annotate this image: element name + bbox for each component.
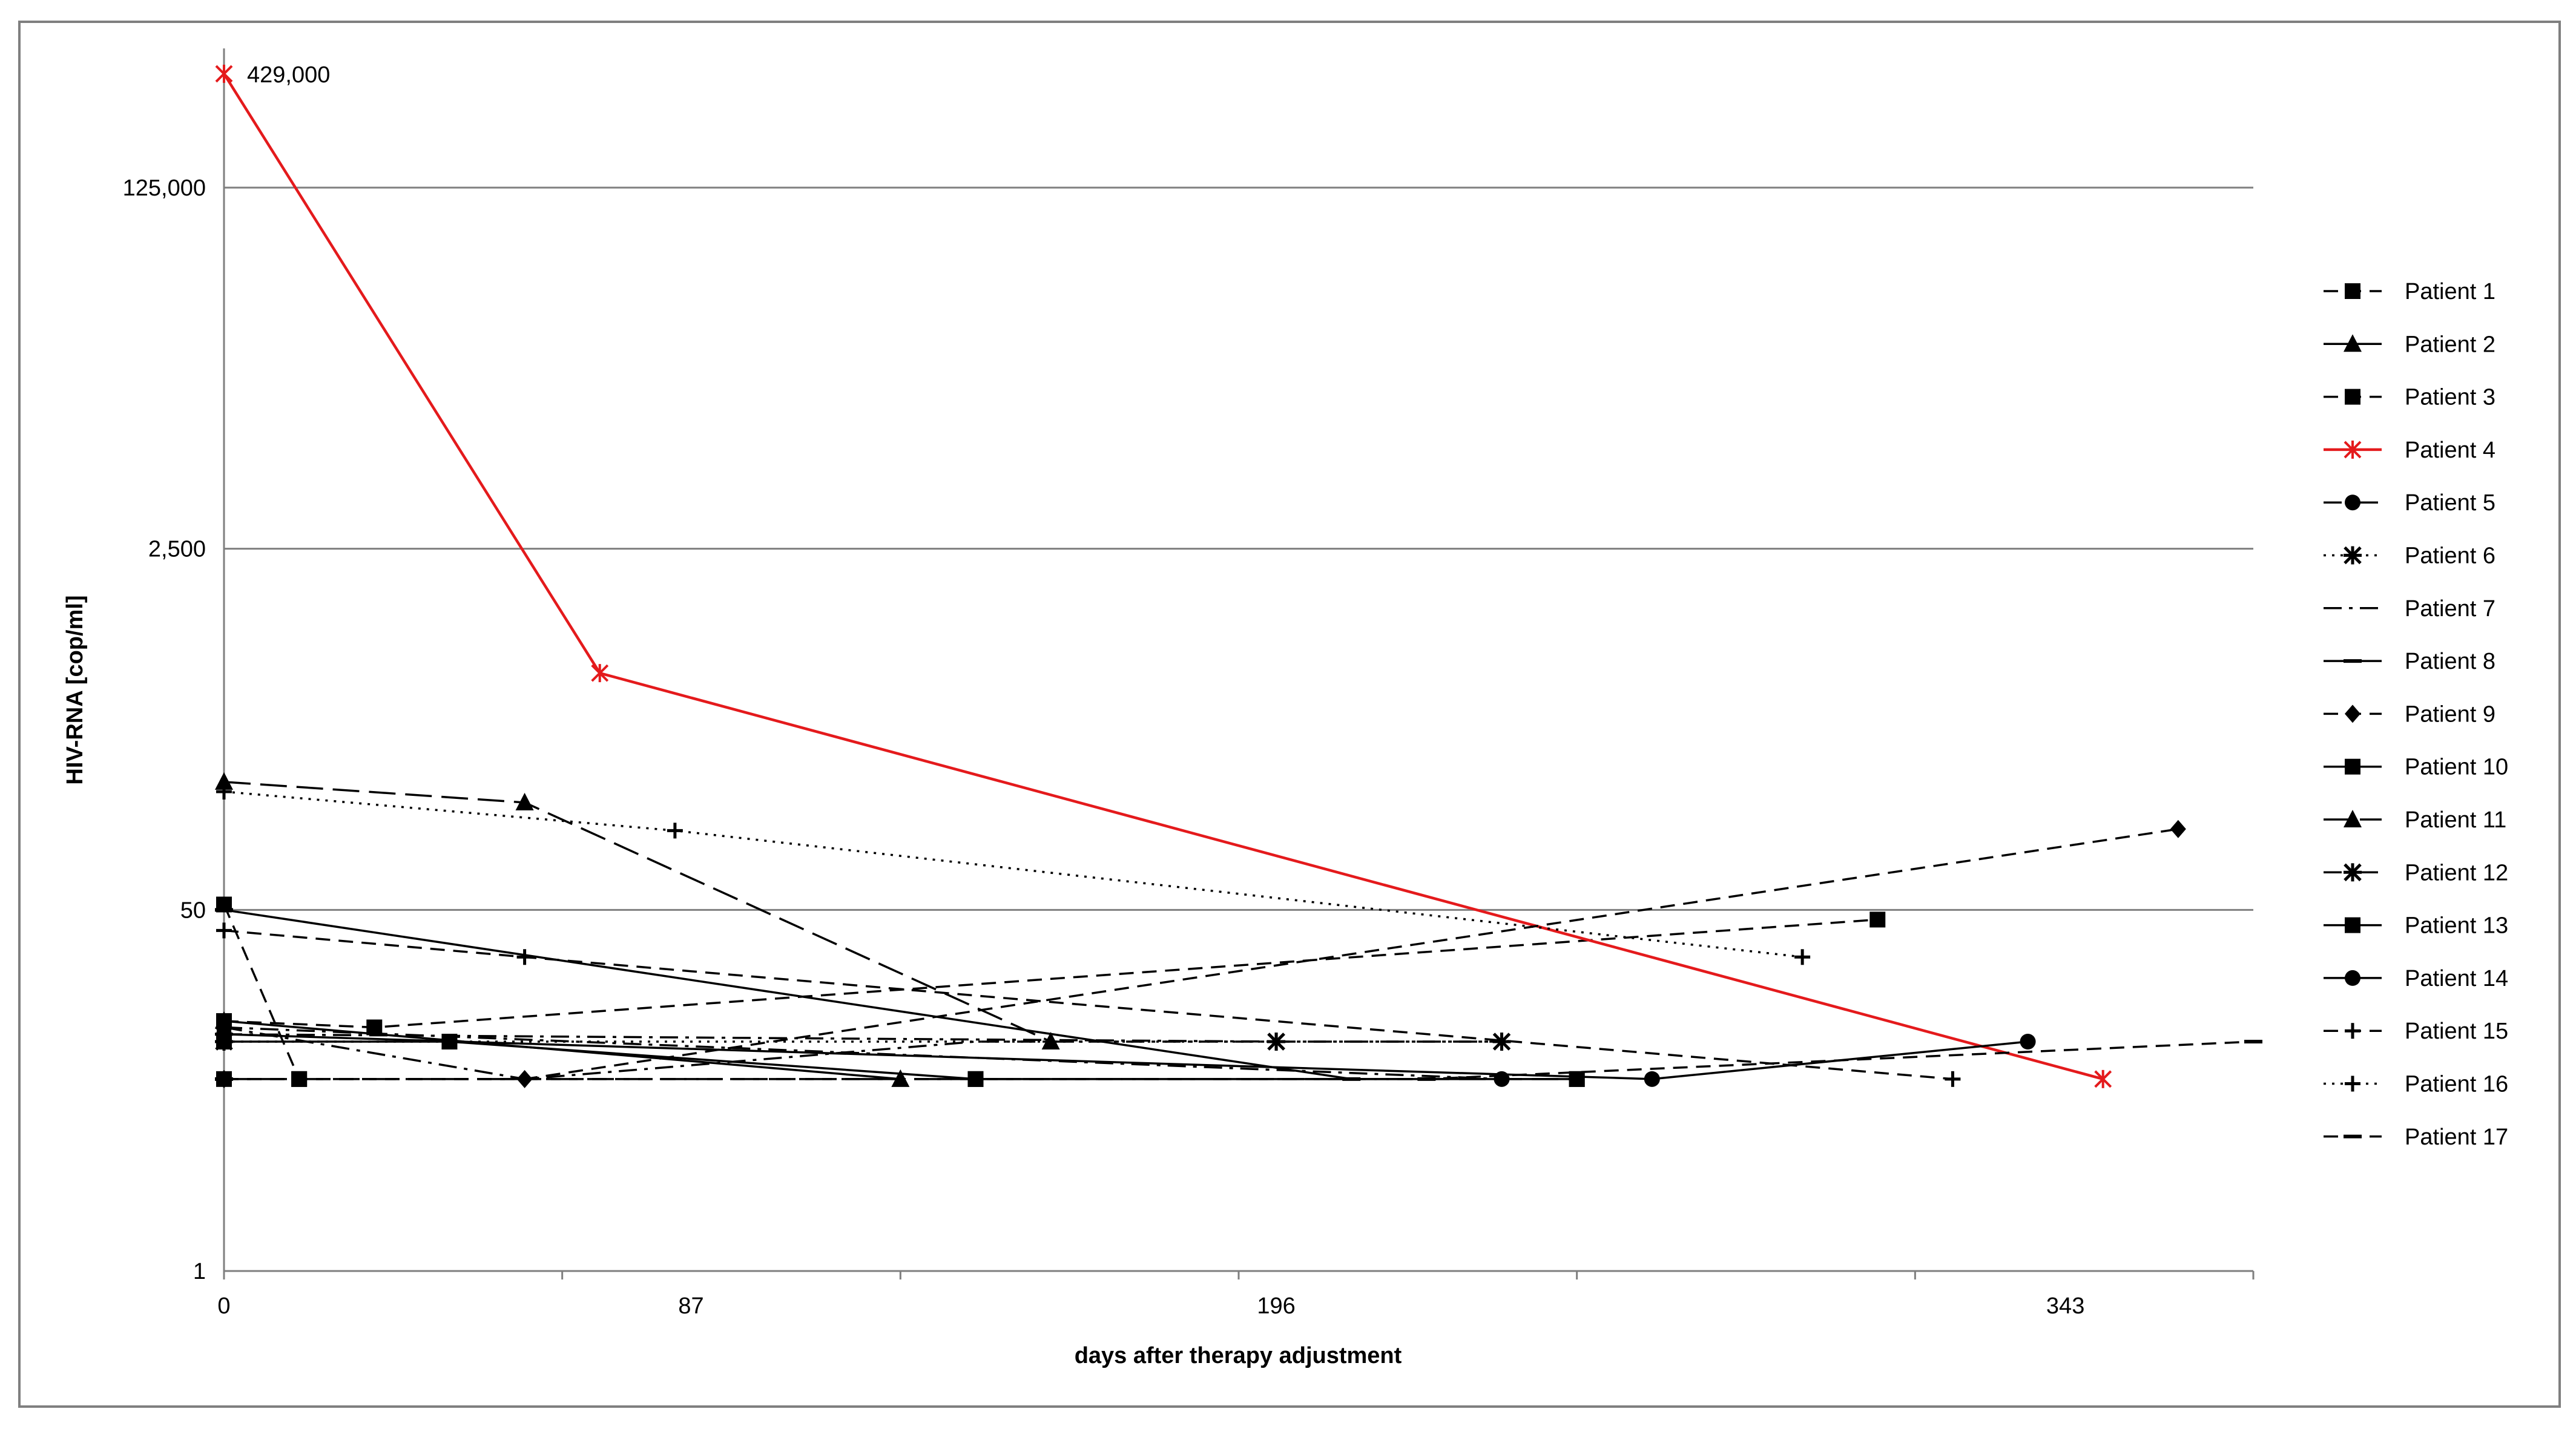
legend-marker (2345, 1076, 2360, 1092)
series-17 (215, 1039, 2262, 1081)
data-point-s4-p2 (591, 664, 609, 683)
legend-label: Patient 11 (2405, 807, 2506, 833)
y-tick-label: 1 (193, 1259, 206, 1284)
legend-label: Patient 8 (2405, 649, 2495, 674)
chart-border (18, 21, 2561, 1408)
data-point-s16-p3 (1794, 949, 1811, 965)
data-point-s11-p2 (515, 792, 534, 810)
data-point-s14-p1 (216, 1026, 232, 1042)
legend-label: Patient 15 (2405, 1019, 2508, 1044)
legend-label: Patient 2 (2405, 332, 2495, 357)
legend-label: Patient 17 (2405, 1125, 2508, 1150)
data-point-s16-p1 (216, 783, 232, 800)
series-16 (216, 783, 1811, 965)
data-point-s3-p3 (1869, 911, 1886, 928)
series-line-8 (223, 908, 1352, 1080)
grid-layer: 1 50 2,500 125,000 (123, 176, 2253, 1284)
axis-layer: 0 87 196 343 (217, 48, 2255, 1319)
data-point-s15-p2 (516, 949, 533, 965)
legend-entry-6: Patient 6 (2324, 544, 2495, 569)
series-7 (223, 1026, 1502, 1080)
legend-marker (2345, 494, 2360, 511)
legend-entry-15: Patient 15 (2324, 1019, 2508, 1044)
legend-entry-17: Patient 17 (2324, 1125, 2508, 1150)
series-line-7 (223, 1026, 1502, 1080)
legend-label: Patient 14 (2405, 966, 2508, 991)
legend-entry-4: Patient 4 (2324, 438, 2495, 463)
x-tick-label: 196 (1257, 1293, 1295, 1319)
x-axis-title: days after therapy adjustment (1075, 1343, 1402, 1368)
series-layer: 429,000 (215, 62, 2262, 1088)
legend-entry-9: Patient 9 (2324, 701, 2495, 727)
x-tick-label: 343 (2046, 1293, 2084, 1319)
y-tick-label: 2,500 (148, 537, 206, 562)
legend-marker (2345, 389, 2360, 405)
data-point-s14-p2 (1644, 1071, 1660, 1087)
legend-marker (2344, 863, 2362, 882)
legend-entry-10: Patient 10 (2324, 755, 2508, 780)
series-15 (216, 922, 1961, 1087)
data-point-s11-p1 (215, 772, 233, 790)
series-line-1 (223, 904, 300, 1080)
legend-marker (2345, 970, 2360, 986)
legend-label: Patient 16 (2405, 1072, 2508, 1097)
data-point-s4-p3 (2094, 1069, 2112, 1088)
y-tick-label: 50 (180, 898, 206, 923)
legend-label: Patient 5 (2405, 490, 2495, 516)
legend: Patient 1 Patient 2 Patient 3 Patient 4 Pati… (2324, 279, 2508, 1150)
data-point-s15-p1 (216, 922, 232, 939)
legend-entry-12: Patient 12 (2324, 860, 2508, 885)
legend-label: Patient 6 (2405, 544, 2495, 569)
legend-label: Patient 3 (2405, 385, 2495, 410)
legend-label: Patient 1 (2405, 279, 2495, 304)
data-point-s4-p1 (215, 64, 233, 83)
series-14 (216, 1026, 2036, 1087)
legend-marker (2344, 440, 2362, 459)
legend-label: Patient 9 (2405, 701, 2495, 727)
series-line-10 (224, 1040, 1577, 1080)
data-point-s16-p2 (667, 823, 683, 839)
legend-entry-3: Patient 3 (2324, 385, 2495, 410)
data-point-s12-p2 (1267, 1032, 1286, 1051)
legend-entry-14: Patient 14 (2324, 966, 2508, 991)
legend-marker (2345, 917, 2360, 933)
data-point-s13-p4 (1569, 1071, 1585, 1087)
data-point-s9-p3 (2170, 819, 2186, 838)
legend-entry-7: Patient 7 (2324, 596, 2495, 622)
legend-entry-1: Patient 1 (2324, 279, 2495, 304)
data-point-s15-p3 (1945, 1071, 1961, 1087)
legend-entry-16: Patient 16 (2324, 1072, 2508, 1097)
legend-marker (2344, 334, 2362, 352)
legend-label: Patient 13 (2405, 913, 2508, 939)
series-4 (215, 64, 2112, 1088)
y-axis-title: HIV-RNA [cop/ml] (62, 595, 88, 784)
legend-marker (2344, 810, 2362, 827)
legend-entry-13: Patient 13 (2324, 913, 2508, 939)
data-point-s14-p3 (2020, 1033, 2036, 1049)
legend-marker (2345, 283, 2360, 299)
legend-entry-2: Patient 2 (2324, 332, 2495, 357)
legend-marker (2345, 705, 2360, 723)
legend-label: Patient 10 (2405, 755, 2508, 780)
legend-entry-8: Patient 8 (2324, 649, 2495, 674)
data-label-peak: 429,000 (247, 62, 330, 88)
legend-marker (2344, 546, 2362, 565)
legend-entry-5: Patient 5 (2324, 490, 2495, 516)
legend-label: Patient 4 (2405, 438, 2495, 463)
series-line-12 (223, 1033, 1502, 1043)
x-tick-label: 87 (678, 1293, 703, 1319)
x-tick-label: 0 (217, 1293, 230, 1319)
legend-marker (2345, 1023, 2360, 1039)
legend-label: Patient 7 (2405, 596, 2495, 622)
legend-label: Patient 12 (2405, 860, 2508, 885)
y-tick-label: 125,000 (123, 176, 206, 201)
legend-entry-11: Patient 11 (2324, 807, 2506, 833)
legend-marker (2345, 758, 2360, 775)
